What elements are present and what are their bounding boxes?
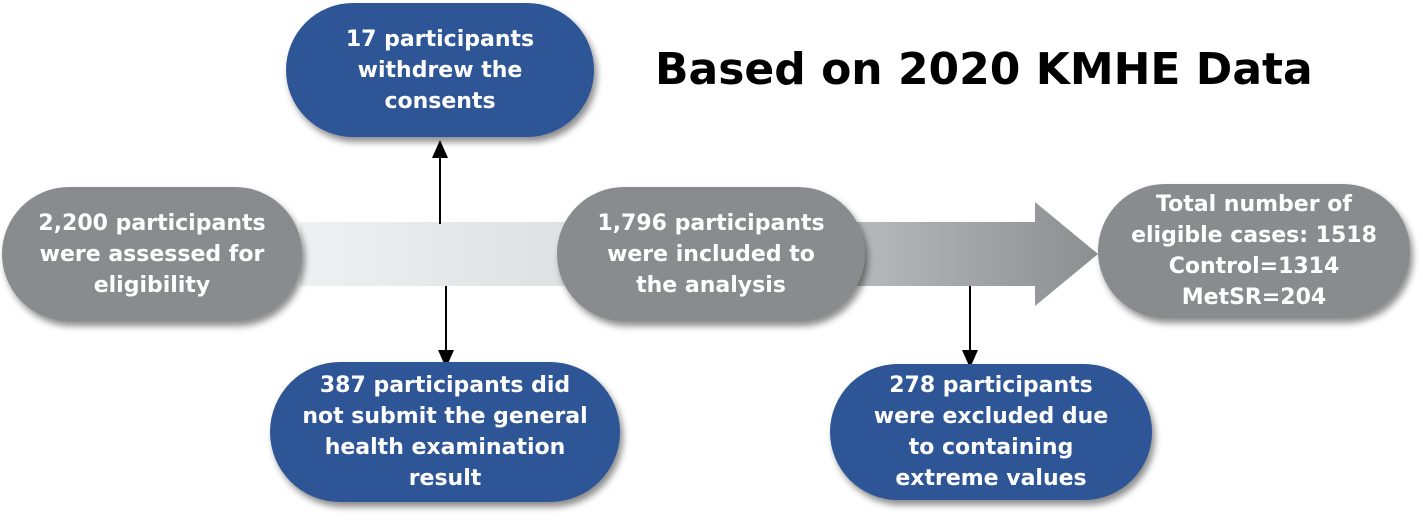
- node-withdrew-text: 17 participants withdrew the consents: [345, 26, 535, 114]
- node-included-text: 1,796 participants were included to the …: [597, 210, 825, 298]
- node-not-submitted: 387 participants did not submit the gene…: [270, 362, 620, 502]
- diagram-title: Based on 2020 KMHE Data: [655, 44, 1313, 95]
- node-assessed: 2,200 participants were assessed for eli…: [2, 187, 302, 321]
- node-assessed-text: 2,200 participants were assessed for eli…: [38, 210, 266, 298]
- node-included: 1,796 participants were included to the …: [557, 187, 865, 321]
- node-total: Total number of eligible cases: 1518 Con…: [1098, 184, 1410, 318]
- node-not-submitted-text: 387 participants did not submit the gene…: [302, 373, 588, 491]
- node-total-text: Total number of eligible cases: 1518 Con…: [1131, 192, 1377, 310]
- node-excluded: 278 participants were excluded due to co…: [830, 364, 1152, 500]
- node-withdrew: 17 participants withdrew the consents: [286, 3, 594, 137]
- node-excluded-text: 278 participants were excluded due to co…: [873, 373, 1109, 491]
